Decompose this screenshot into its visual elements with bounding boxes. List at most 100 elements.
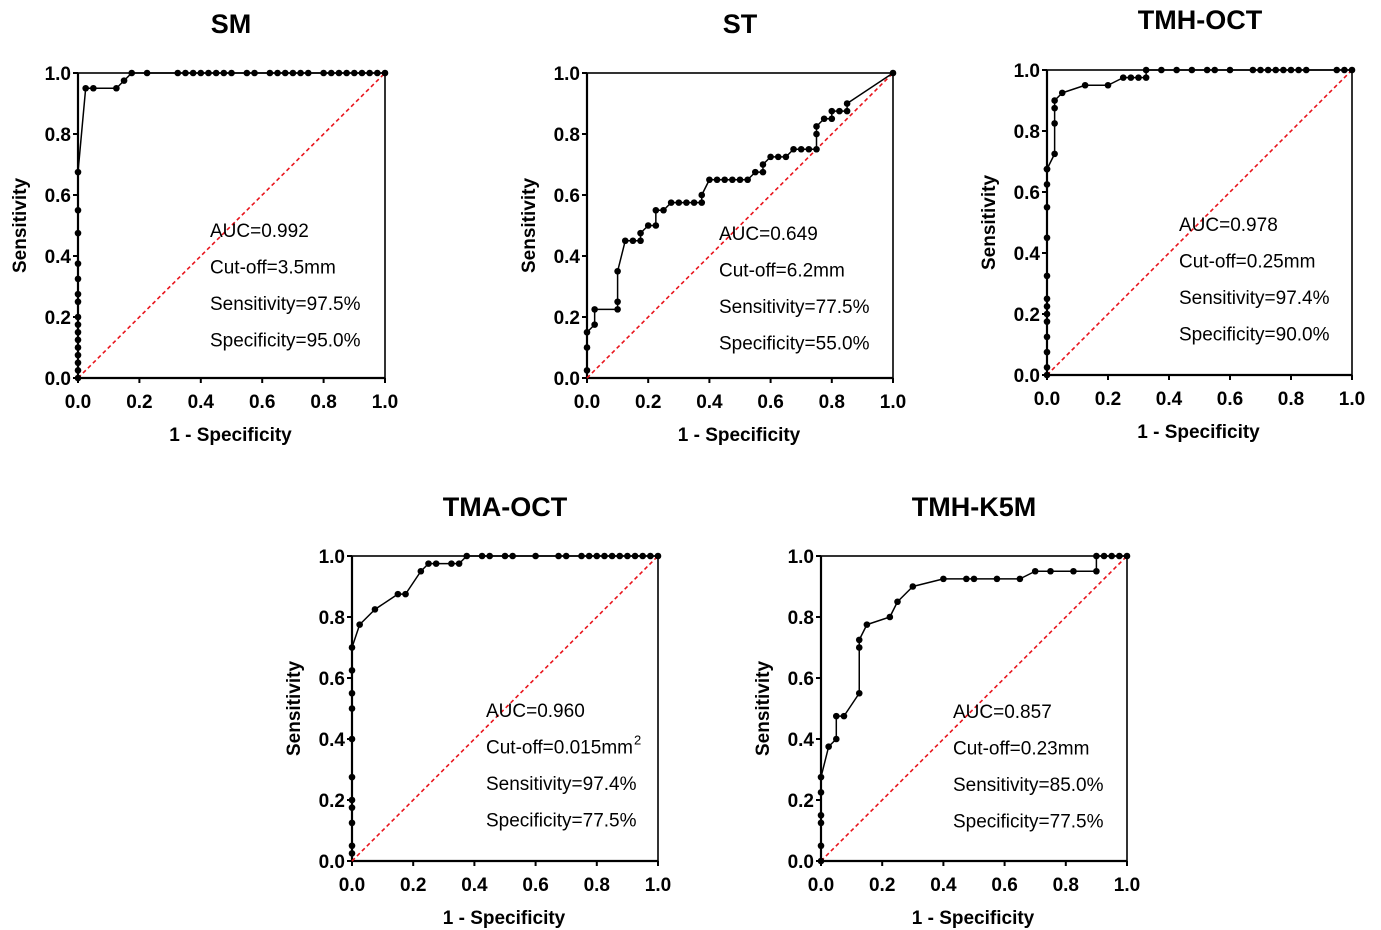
roc-point bbox=[1119, 74, 1127, 81]
roc-point bbox=[501, 552, 509, 560]
y-tick-label: 0.8 bbox=[554, 125, 580, 146]
y-tick-label: 0.2 bbox=[554, 308, 580, 329]
x-tick-label: 0.4 bbox=[696, 392, 723, 413]
roc-point bbox=[790, 145, 797, 153]
roc-point bbox=[289, 69, 297, 77]
y-tick-label: 0.4 bbox=[1014, 244, 1041, 265]
x-tick-label: 0.2 bbox=[869, 875, 895, 896]
roc-point bbox=[698, 199, 706, 206]
stat-annotation: Cut-off=0.23mm bbox=[953, 739, 1089, 760]
y-tick-label: 0.4 bbox=[554, 247, 581, 268]
reference-diagonal bbox=[586, 72, 894, 379]
roc-point bbox=[683, 199, 690, 206]
roc-point bbox=[843, 100, 851, 107]
chart-title: ST bbox=[723, 9, 758, 39]
roc-point bbox=[1173, 66, 1180, 74]
roc-point bbox=[74, 168, 82, 176]
x-tick-label: 1.0 bbox=[645, 875, 671, 896]
x-tick-label: 0.2 bbox=[400, 875, 426, 896]
roc-point bbox=[774, 153, 782, 161]
roc-point bbox=[478, 552, 486, 560]
roc-point bbox=[909, 583, 917, 590]
roc-point bbox=[74, 275, 82, 283]
roc-point bbox=[1093, 567, 1100, 575]
stat-annotation: AUC=0.649 bbox=[719, 224, 818, 245]
roc-point bbox=[348, 819, 356, 827]
y-tick-label: 0.8 bbox=[319, 608, 345, 629]
roc-point bbox=[243, 69, 251, 77]
roc-point bbox=[652, 206, 660, 214]
roc-point bbox=[197, 69, 205, 77]
roc-point bbox=[348, 773, 356, 781]
roc-point bbox=[463, 552, 471, 560]
roc-point bbox=[601, 552, 608, 560]
reference-diagonal bbox=[820, 555, 1128, 862]
roc-point bbox=[591, 306, 598, 313]
roc-point bbox=[113, 84, 120, 92]
roc-point bbox=[1043, 348, 1051, 356]
roc-point bbox=[1058, 89, 1066, 97]
x-tick-label: 0.8 bbox=[1053, 875, 1079, 896]
roc-point bbox=[825, 743, 832, 750]
roc-point bbox=[1051, 120, 1058, 127]
x-tick-label: 0.4 bbox=[930, 875, 957, 896]
roc-point bbox=[1100, 552, 1108, 560]
stat-annotation: Sensitivity=97.4% bbox=[486, 774, 637, 795]
roc-point bbox=[1127, 74, 1135, 81]
roc-point bbox=[1043, 234, 1051, 242]
roc-point bbox=[1116, 552, 1123, 560]
roc-point bbox=[614, 298, 621, 306]
y-tick-label: 0.6 bbox=[319, 669, 345, 690]
y-tick-label: 0.8 bbox=[788, 608, 814, 629]
chart-title: SM bbox=[211, 9, 252, 39]
roc-point bbox=[1093, 552, 1100, 560]
roc-panel-3: TMA-OCT 0.0 0.2 0.4 0.6 0.8 1.0 0.0 0.2 0.4 0.6 0.8… bbox=[284, 492, 671, 929]
roc-point bbox=[713, 176, 721, 184]
roc-point bbox=[1031, 567, 1039, 575]
stat-annotation: Sensitivity=97.4% bbox=[1179, 288, 1330, 309]
roc-point bbox=[174, 69, 182, 77]
roc-point bbox=[828, 107, 836, 115]
roc-point bbox=[281, 69, 289, 77]
roc-point bbox=[74, 344, 82, 351]
roc-point bbox=[652, 222, 660, 229]
y-tick-label: 1.0 bbox=[788, 547, 814, 568]
stat-annotation: Specificity=55.0% bbox=[719, 334, 870, 355]
roc-point bbox=[205, 69, 212, 77]
roc-point bbox=[833, 712, 840, 720]
stat-annotation: Specificity=95.0% bbox=[210, 331, 361, 352]
y-tick-label: 0.0 bbox=[788, 852, 814, 873]
roc-point bbox=[532, 552, 539, 560]
roc-point bbox=[817, 857, 825, 865]
chart-title: TMH-OCT bbox=[1138, 5, 1263, 35]
roc-point bbox=[266, 69, 274, 77]
roc-point bbox=[366, 69, 373, 77]
roc-point bbox=[940, 575, 947, 583]
roc-point bbox=[578, 552, 585, 560]
roc-point bbox=[629, 237, 637, 245]
x-tick-label: 0.4 bbox=[1156, 389, 1183, 410]
roc-point bbox=[843, 107, 851, 115]
roc-point bbox=[348, 689, 356, 697]
stat-annotation: Cut-off=3.5mm bbox=[210, 258, 336, 279]
roc-point bbox=[690, 199, 698, 206]
roc-panel-4: TMH-K5M 0.0 0.2 0.4 0.6 0.8 1.0 0.0 0.2 0.4 0.6 0.8… bbox=[753, 492, 1140, 929]
roc-point bbox=[585, 552, 593, 560]
x-tick-label: 0.6 bbox=[1217, 389, 1243, 410]
roc-point bbox=[220, 69, 228, 77]
roc-point bbox=[448, 560, 455, 567]
roc-point bbox=[886, 613, 894, 621]
x-axis-label: 1 - Specificity bbox=[169, 425, 292, 446]
roc-point bbox=[591, 321, 598, 328]
roc-panel-0: SM 0.0 0.2 0.4 0.6 0.8 1.0 0.0 0.2 0.4 0.6 0.8 1.0 1 … bbox=[10, 9, 398, 446]
roc-point bbox=[833, 735, 840, 743]
roc-point bbox=[90, 84, 97, 92]
y-tick-label: 1.0 bbox=[1014, 61, 1040, 82]
roc-point bbox=[817, 819, 825, 827]
roc-point bbox=[371, 606, 379, 613]
x-tick-label: 1.0 bbox=[372, 392, 398, 413]
y-axis-label: Sensitivity bbox=[979, 175, 1000, 270]
y-tick-label: 0.0 bbox=[1014, 366, 1040, 387]
roc-panel-1: ST 0.0 0.2 0.4 0.6 0.8 1.0 0.0 0.2 0.4 0.6 0.8 1.0 1 … bbox=[519, 9, 906, 446]
roc-point bbox=[486, 552, 494, 560]
